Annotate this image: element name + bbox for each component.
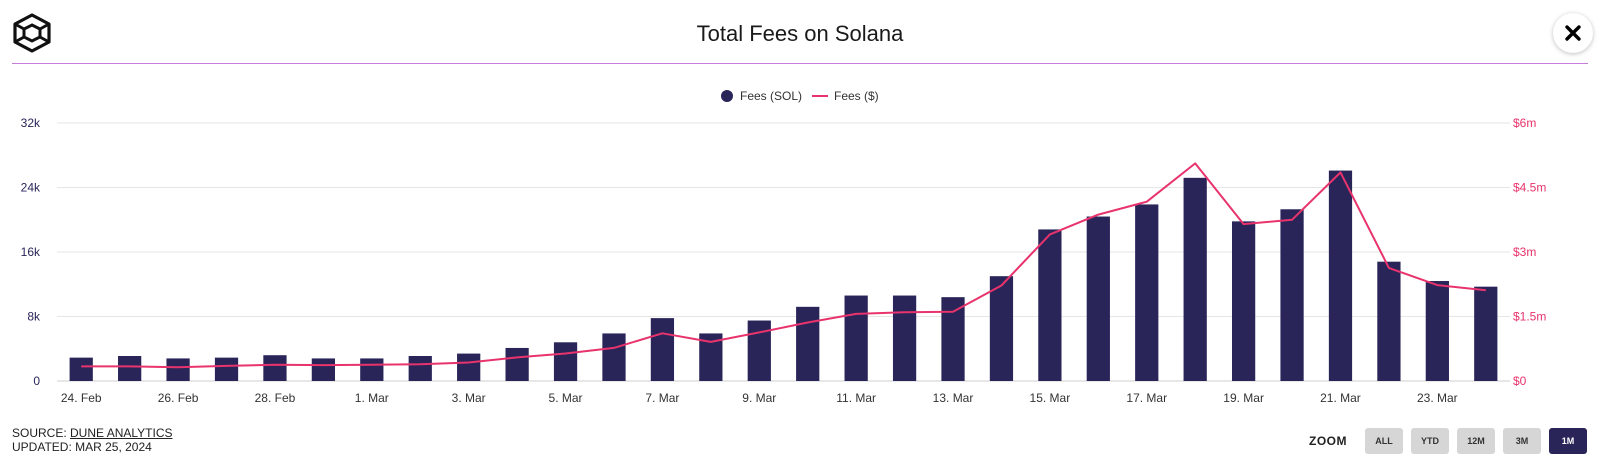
zoom-all-button[interactable]: ALL [1365,428,1403,454]
bar-fees-sol[interactable] [989,276,1014,381]
bar-fees-sol[interactable] [69,357,93,381]
bar-fees-sol[interactable] [360,358,384,381]
zoom-12m-button[interactable]: 12M [1457,428,1495,454]
y-left-tick-label: 32k [21,116,41,130]
bar-fees-sol[interactable] [1328,170,1353,381]
x-tick-label: 15. Mar [1030,391,1071,405]
bar-fees-sol[interactable] [1038,229,1062,381]
x-tick-label: 5. Mar [549,391,583,405]
zoom-controls: ZOOM ALL YTD 12M 3M 1M [1309,428,1587,454]
bar-fees-sol[interactable] [1474,286,1498,381]
bar-fees-sol[interactable] [505,347,529,381]
bar-fees-sol[interactable] [408,356,432,381]
page-title: Total Fees on Solana [696,21,904,46]
zoom-1m-button[interactable]: 1M [1549,428,1587,454]
bar-fees-sol[interactable] [699,333,723,381]
x-tick-label: 11. Mar [836,391,876,405]
bar-fees-sol[interactable] [1377,261,1401,381]
zoom-3m-button[interactable]: 3M [1503,428,1541,454]
source-link[interactable]: DUNE ANALYTICS [70,426,173,440]
legend-marker-fees-sol [721,90,733,102]
close-icon [1565,25,1581,41]
cube-logo-icon [12,13,52,53]
close-button[interactable] [1553,13,1593,53]
bar-fees-sol[interactable] [1280,209,1304,381]
y-left-tick-label: 24k [21,181,41,195]
bar-fees-sol[interactable] [1231,221,1256,381]
bar-fees-sol[interactable] [214,357,239,381]
bar-fees-sol[interactable] [311,358,336,381]
bar-fees-sol[interactable] [1086,216,1110,381]
bar-fees-sol[interactable] [166,358,190,381]
chart-header: Total Fees on Solana [0,0,1600,64]
line-fees-usd[interactable] [81,162,1486,369]
x-tick-label: 1. Mar [355,391,389,405]
bar-fees-sol[interactable] [1183,177,1207,381]
y-left-tick-label: 0 [33,374,40,388]
bar-fees-sol[interactable] [457,353,481,381]
x-tick-label: 24. Feb [61,391,102,405]
x-tick-label: 21. Mar [1320,391,1361,405]
bar-fees-sol[interactable] [602,333,626,381]
legend-label-fees-sol[interactable]: Fees (SOL) [740,89,802,103]
bar-fees-sol[interactable] [941,297,965,381]
x-tick-label: 7. Mar [645,391,679,405]
x-tick-label: 3. Mar [452,391,486,405]
bar-fees-sol[interactable] [1135,204,1159,381]
legend-label-fees-usd[interactable]: Fees ($) [834,89,879,103]
bar-fees-sol[interactable] [1425,281,1449,381]
x-tick-label: 28. Feb [255,391,296,405]
chart-legend: Fees (SOL) Fees ($) [721,89,879,103]
y-left-tick-label: 8k [27,310,41,324]
bar-fees-sol[interactable] [118,356,142,381]
bar-fees-sol[interactable] [650,318,675,381]
zoom-ytd-button[interactable]: YTD [1411,428,1449,454]
bar-fees-sol[interactable] [747,320,771,381]
bar-fees-sol[interactable] [553,342,578,381]
y-right-tick-label: $0 [1513,374,1527,388]
source-note: SOURCE: DUNE ANALYTICS UPDATED: MAR 25, … [12,426,172,454]
x-tick-label: 23. Mar [1417,391,1458,405]
y-right-tick-label: $3m [1513,245,1536,259]
bar-fees-sol[interactable] [892,295,917,381]
bar-fees-sol[interactable] [796,306,820,381]
x-tick-label: 17. Mar [1126,391,1167,405]
x-tick-label: 13. Mar [933,391,974,405]
updated-date: UPDATED: MAR 25, 2024 [12,440,152,454]
y-right-tick-label: $4.5m [1513,181,1546,195]
x-tick-label: 26. Feb [158,391,199,405]
bar-fees-sol[interactable] [844,295,868,381]
zoom-label: ZOOM [1309,434,1347,448]
y-right-tick-label: $1.5m [1513,310,1546,324]
x-tick-label: 9. Mar [742,391,776,405]
header-divider [12,63,1588,64]
bar-fees-sol[interactable] [263,355,287,381]
y-left-tick-label: 16k [21,245,41,259]
x-tick-label: 19. Mar [1223,391,1264,405]
source-prefix: SOURCE: [12,426,71,440]
y-right-tick-label: $6m [1513,116,1536,130]
